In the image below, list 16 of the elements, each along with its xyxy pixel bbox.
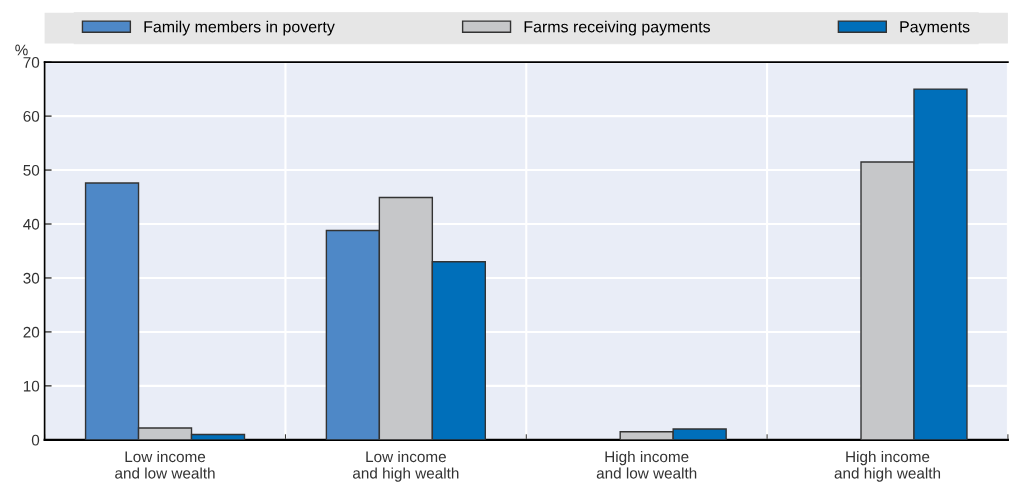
y-tick-label: 10 xyxy=(23,380,40,392)
y-tick-label: 30 xyxy=(23,272,40,284)
y-tick-label: 70 xyxy=(23,56,40,68)
y-tick-label: 50 xyxy=(23,164,40,176)
y-tick-label: 0 xyxy=(31,434,40,446)
legend-label: Family members in poverty xyxy=(144,20,335,36)
y-axis-title: % xyxy=(15,44,28,56)
legend-label: Farms receiving payments xyxy=(524,20,711,36)
x-tick-label: High income and low wealth xyxy=(596,450,697,479)
x-tick-label: High income and high wealth xyxy=(834,450,941,482)
x-tick-label: Low income and low wealth xyxy=(115,450,215,479)
y-tick-label: 20 xyxy=(23,326,40,338)
x-tick-label: Low income and high wealth xyxy=(352,450,459,482)
y-tick-label: 60 xyxy=(23,110,40,122)
legend-label: Payments xyxy=(900,21,970,36)
y-tick-label: 40 xyxy=(23,218,40,230)
